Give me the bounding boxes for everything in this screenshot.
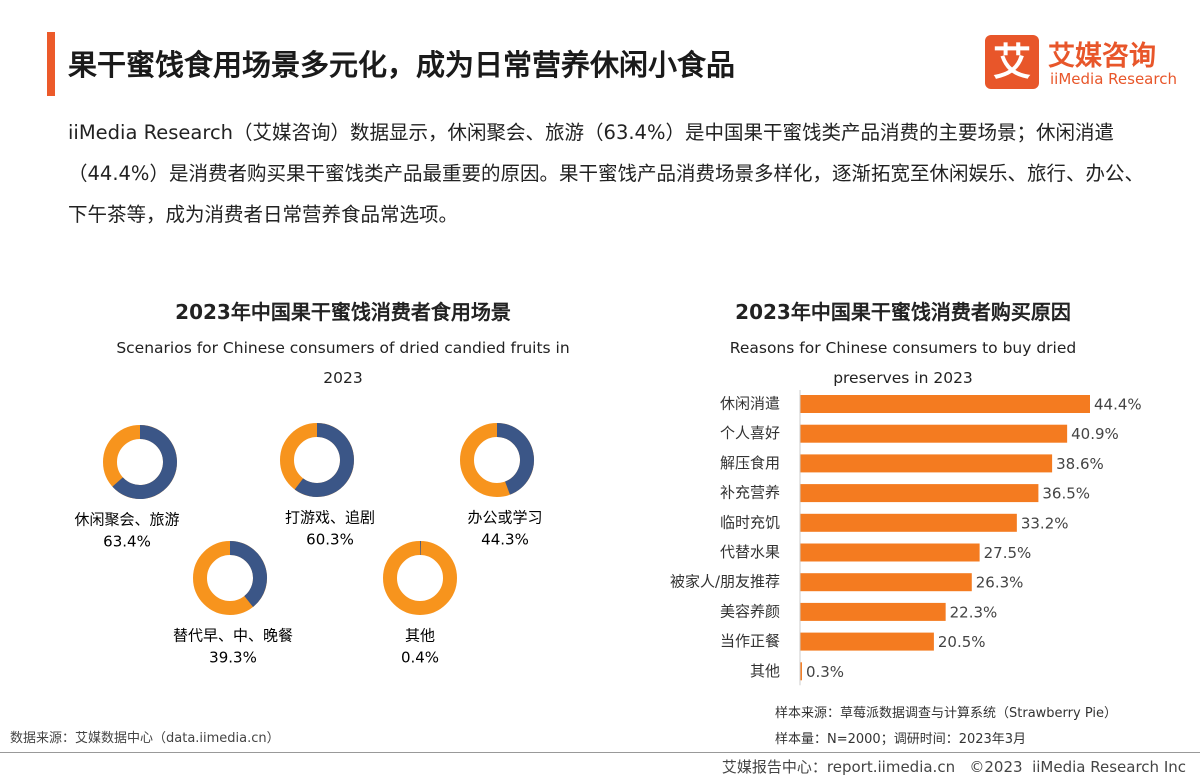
footer-rule — [0, 752, 1200, 753]
bar-value: 44.4% — [1094, 396, 1142, 414]
page-title: 果干蜜饯食用场景多元化，成为日常营养休闲小食品 — [68, 48, 736, 82]
donut-label: 打游戏、追剧 — [285, 509, 375, 527]
bar-label: 个人喜好 — [720, 424, 780, 442]
donut-value: 0.4% — [401, 649, 439, 667]
bar-label: 休闲消遣 — [720, 395, 780, 413]
bar-value: 36.5% — [1042, 485, 1090, 503]
chart-title: 2023年中国果干蜜饯消费者购买原因 — [735, 300, 1071, 324]
donut-label: 其他 — [405, 627, 435, 645]
bar-label: 临时充饥 — [720, 513, 780, 531]
sample-source: 样本来源：草莓派数据调查与计算系统（Strawberry Pie） — [775, 706, 1117, 721]
title-accent — [47, 32, 55, 96]
bar-value: 26.3% — [976, 574, 1024, 592]
donut-value: 63.4% — [103, 533, 151, 551]
donut-value: 44.3% — [481, 531, 529, 549]
intro-paragraph: iiMedia Research（艾媒咨询）数据显示，休闲聚会、旅游（63.4%… — [68, 121, 1144, 226]
bar — [800, 454, 1053, 473]
bar — [800, 602, 946, 621]
bar — [800, 632, 934, 651]
donut-arc — [496, 423, 534, 495]
donut-label: 休闲聚会、旅游 — [74, 511, 179, 529]
logo-en: iiMedia Research — [1050, 70, 1177, 88]
bar-value: 0.3% — [806, 663, 844, 681]
bar — [800, 573, 972, 592]
bar — [800, 484, 1039, 503]
bar-label: 解压食用 — [720, 454, 780, 472]
bar-value: 22.3% — [950, 603, 998, 621]
logo-name: 艾媒咨询 — [1048, 41, 1156, 72]
donut-label: 替代早、中、晚餐 — [173, 627, 293, 645]
donut-value: 60.3% — [306, 531, 354, 549]
bar-value: 20.5% — [938, 633, 986, 651]
bar-label: 代替水果 — [720, 543, 780, 561]
chart-title: 2023年中国果干蜜饯消费者食用场景 — [175, 300, 511, 324]
bar-label: 其他 — [750, 662, 780, 680]
bar-label: 美容养颜 — [720, 602, 780, 620]
bar-value: 27.5% — [984, 544, 1032, 562]
donut-rest — [383, 541, 457, 615]
bar-label: 补充营养 — [720, 484, 780, 502]
bar — [800, 543, 980, 562]
bar — [800, 513, 1017, 532]
bar-value: 33.2% — [1021, 514, 1069, 532]
source-note: 数据来源：艾媒数据中心（data.iimedia.cn） — [10, 731, 280, 746]
footer-report: 艾媒报告中心：report.iimedia.cn ©2023 iiMedia R… — [721, 758, 1186, 776]
chart-subtitle: Scenarios for Chinese consumers of dried… — [116, 339, 570, 387]
bar — [800, 424, 1068, 443]
chart-subtitle: Reasons for Chinese consumers to buy dri… — [729, 339, 1077, 387]
bar-label: 当作正餐 — [720, 632, 780, 650]
donut-arc — [294, 423, 354, 497]
bar-value: 40.9% — [1071, 425, 1119, 443]
donut-value: 39.3% — [209, 649, 257, 667]
sample-size: 样本量：N=2000；调研时间：2023年3月 — [775, 732, 1027, 747]
donut-label: 办公或学习 — [467, 509, 542, 527]
logo-icon: 艾 — [985, 35, 1039, 89]
bar — [800, 662, 802, 681]
bar-label: 被家人/朋友推荐 — [670, 573, 780, 591]
donut-arc — [112, 425, 177, 499]
donut-arc — [229, 541, 267, 607]
bar-value: 38.6% — [1056, 455, 1104, 473]
bar — [800, 395, 1090, 413]
